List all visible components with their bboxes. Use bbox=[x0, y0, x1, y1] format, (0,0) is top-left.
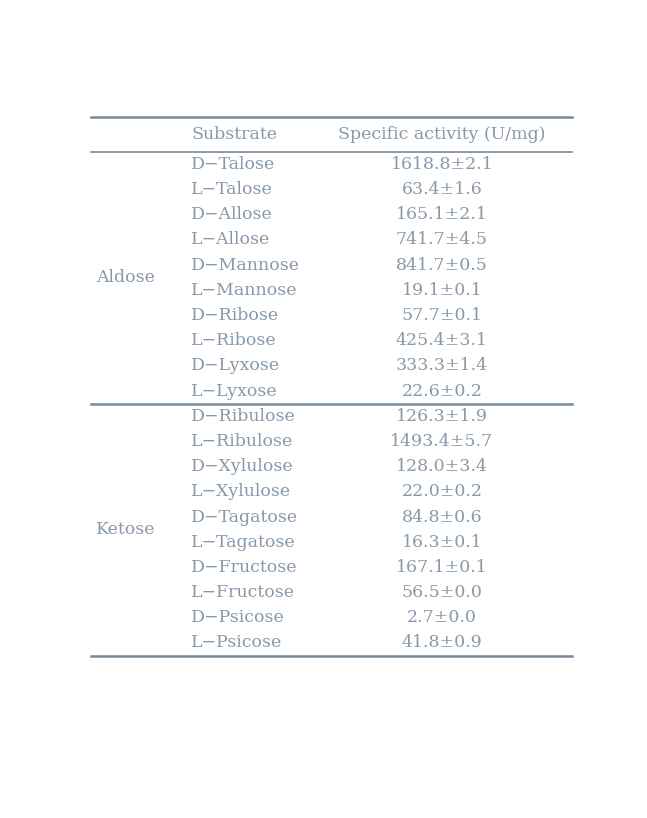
Text: D−Allose: D−Allose bbox=[192, 206, 273, 223]
Text: 425.4±3.1: 425.4±3.1 bbox=[396, 332, 488, 349]
Text: 841.7±0.5: 841.7±0.5 bbox=[396, 257, 488, 273]
Text: 741.7±4.5: 741.7±4.5 bbox=[396, 231, 488, 249]
Text: L−Lyxose: L−Lyxose bbox=[192, 383, 278, 399]
Text: 63.4±1.6: 63.4±1.6 bbox=[402, 181, 482, 198]
Text: D−Talose: D−Talose bbox=[192, 155, 276, 173]
Text: 57.7±0.1: 57.7±0.1 bbox=[401, 307, 483, 324]
Text: L−Allose: L−Allose bbox=[192, 231, 270, 249]
Text: 1493.4±5.7: 1493.4±5.7 bbox=[390, 433, 494, 450]
Text: D−Mannose: D−Mannose bbox=[192, 257, 300, 273]
Text: 22.0±0.2: 22.0±0.2 bbox=[401, 483, 483, 501]
Text: Specific activity (U/mg): Specific activity (U/mg) bbox=[338, 126, 545, 143]
Text: D−Psicose: D−Psicose bbox=[192, 609, 285, 627]
Text: D−Tagatose: D−Tagatose bbox=[192, 509, 298, 525]
Text: L−Fructose: L−Fructose bbox=[192, 584, 295, 601]
Text: L−Xylulose: L−Xylulose bbox=[192, 483, 291, 501]
Text: 128.0±3.4: 128.0±3.4 bbox=[396, 458, 488, 475]
Text: 41.8±0.9: 41.8±0.9 bbox=[402, 635, 482, 651]
Text: 333.3±1.4: 333.3±1.4 bbox=[396, 357, 488, 375]
Text: L−Mannose: L−Mannose bbox=[192, 281, 298, 299]
Text: L−Talose: L−Talose bbox=[192, 181, 273, 198]
Text: L−Ribose: L−Ribose bbox=[192, 332, 277, 349]
Text: L−Psicose: L−Psicose bbox=[192, 635, 283, 651]
Text: 126.3±1.9: 126.3±1.9 bbox=[396, 407, 488, 425]
Text: D−Ribulose: D−Ribulose bbox=[192, 407, 296, 425]
Text: 165.1±2.1: 165.1±2.1 bbox=[396, 206, 488, 223]
Text: 167.1±0.1: 167.1±0.1 bbox=[396, 559, 488, 576]
Text: Aldose: Aldose bbox=[96, 269, 155, 286]
Text: D−Fructose: D−Fructose bbox=[192, 559, 298, 576]
Text: 56.5±0.0: 56.5±0.0 bbox=[401, 584, 483, 601]
Text: L−Tagatose: L−Tagatose bbox=[192, 533, 296, 551]
Text: 1618.8±2.1: 1618.8±2.1 bbox=[391, 155, 493, 173]
Text: 22.6±0.2: 22.6±0.2 bbox=[401, 383, 483, 399]
Text: Substrate: Substrate bbox=[192, 126, 277, 143]
Text: L−Ribulose: L−Ribulose bbox=[192, 433, 294, 450]
Text: Ketose: Ketose bbox=[96, 521, 155, 538]
Text: 19.1±0.1: 19.1±0.1 bbox=[402, 281, 482, 299]
Text: D−Xylulose: D−Xylulose bbox=[192, 458, 294, 475]
Text: 2.7±0.0: 2.7±0.0 bbox=[407, 609, 477, 627]
Text: D−Ribose: D−Ribose bbox=[192, 307, 280, 324]
Text: D−Lyxose: D−Lyxose bbox=[192, 357, 280, 375]
Text: 84.8±0.6: 84.8±0.6 bbox=[402, 509, 482, 525]
Text: 16.3±0.1: 16.3±0.1 bbox=[402, 533, 482, 551]
